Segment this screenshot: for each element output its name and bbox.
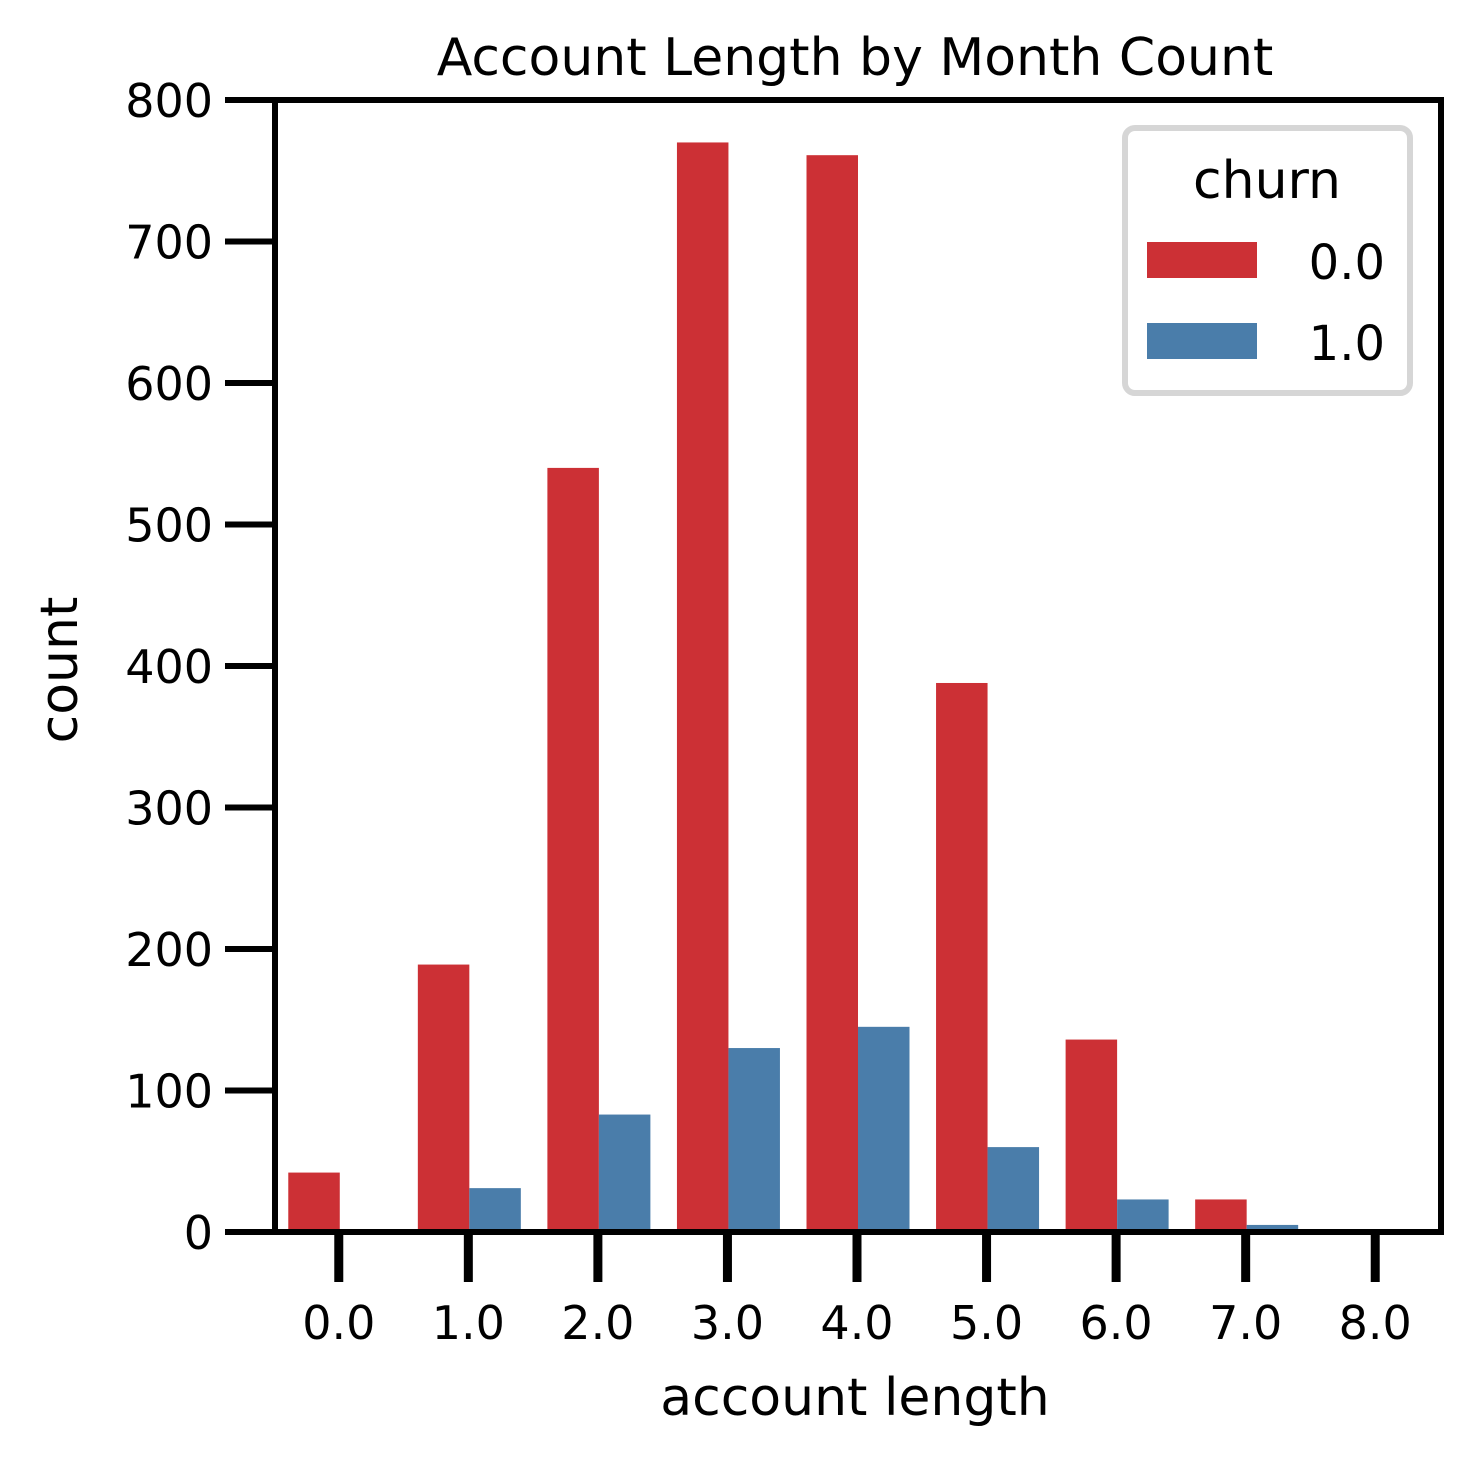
x-tick-label-6.0: 6.0 (1080, 1296, 1153, 1350)
legend-swatch-1.0 (1147, 323, 1257, 359)
y-tick-label-700: 700 (125, 216, 213, 270)
x-tick-label-3.0: 3.0 (691, 1296, 764, 1350)
legend-label-1.0: 1.0 (1309, 316, 1385, 372)
bar-5.0-churn-1.0 (987, 1147, 1040, 1232)
bar-6.0-churn-1.0 (1117, 1199, 1169, 1232)
y-tick-label-100: 100 (125, 1065, 213, 1119)
bars-layer (288, 142, 1299, 1233)
axes-layer: 0 100 200 300 400 500 600 700 800 0.0 1.0 2.0 3.0 4.0… (125, 74, 1444, 1350)
bar-7.0-churn-1.0 (1246, 1224, 1299, 1232)
legend-swatch-0.0 (1147, 242, 1257, 278)
y-tick-label-600: 600 (125, 357, 213, 411)
y-tick-label-800: 800 (125, 74, 213, 128)
x-tick-label-2.0: 2.0 (561, 1296, 634, 1350)
y-tick-label-300: 300 (125, 782, 213, 836)
legend-label-0.0: 0.0 (1309, 235, 1385, 291)
bar-3.0-churn-0.0 (676, 142, 729, 1233)
bar-1.0-churn-1.0 (469, 1188, 521, 1232)
y-tick-label-500: 500 (125, 499, 213, 553)
x-axis-label: account length (660, 1368, 1049, 1428)
x-tick-label-0.0: 0.0 (302, 1296, 375, 1350)
x-tick-label-4.0: 4.0 (820, 1296, 893, 1350)
y-tick-label-400: 400 (125, 640, 213, 694)
bar-1.0-churn-0.0 (417, 964, 470, 1232)
bar-4.0-churn-1.0 (858, 1026, 910, 1232)
bar-2.0-churn-0.0 (547, 467, 599, 1232)
bar-2.0-churn-1.0 (598, 1114, 651, 1232)
y-tick-label-200: 200 (125, 923, 213, 977)
x-tick-label-1.0: 1.0 (432, 1296, 505, 1350)
legend: churn 0.0 1.0 (1122, 125, 1413, 396)
legend-title: churn (1193, 151, 1341, 211)
bar-7.0-churn-0.0 (1195, 1199, 1247, 1232)
bar-5.0-churn-0.0 (936, 682, 988, 1232)
y-axis-label: count (30, 597, 90, 744)
chart-title: Account Length by Month Count (437, 28, 1274, 88)
bar-4.0-churn-0.0 (806, 155, 858, 1232)
x-tick-label-5.0: 5.0 (950, 1296, 1023, 1350)
x-tick-label-7.0: 7.0 (1209, 1296, 1282, 1350)
bar-6.0-churn-0.0 (1065, 1039, 1118, 1232)
y-tick-label-0: 0 (184, 1206, 213, 1260)
bar-0.0-churn-0.0 (288, 1172, 340, 1232)
x-tick-label-8.0: 8.0 (1339, 1296, 1412, 1350)
bar-3.0-churn-1.0 (728, 1048, 780, 1232)
